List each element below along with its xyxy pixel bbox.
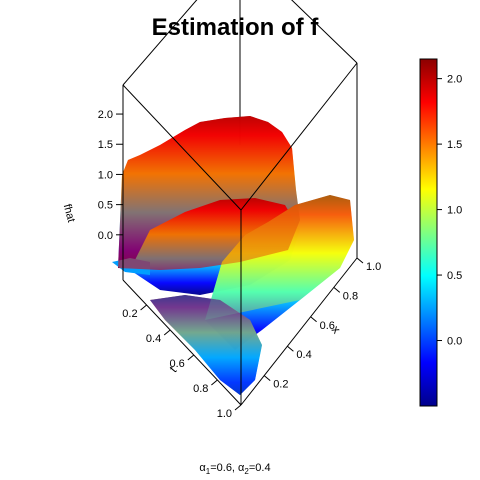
alpha1-value: =0.6,: [210, 462, 239, 474]
t-tick: [187, 354, 195, 361]
box-edge: [122, 279, 242, 406]
x-tick: [333, 287, 341, 293]
box-edge: [122, 84, 242, 211]
box-edge: [240, 257, 358, 406]
t-tick-label: 0.6: [170, 358, 185, 370]
t-tick-label: 1.0: [217, 408, 232, 420]
x-tick: [287, 345, 294, 352]
z-tick-label: 2.0: [98, 109, 113, 121]
x-tick: [310, 316, 317, 323]
alpha2-value: =0.4: [248, 462, 271, 474]
x-tick-label: 0.2: [273, 379, 288, 391]
t-tick-label: 0.8: [193, 383, 208, 395]
t-tick: [234, 404, 242, 411]
x-tick-label: 1.0: [366, 261, 381, 273]
z-tick-label: 0.5: [98, 200, 113, 212]
t-tick: [163, 329, 171, 336]
box-edge: [240, 62, 358, 211]
t-tick: [211, 379, 218, 386]
x-tick: [263, 375, 271, 381]
colorbar-tick-label: 2.0: [447, 74, 462, 86]
z-tick-label: 0.0: [98, 230, 113, 242]
x-tick-label: 0.4: [296, 349, 311, 361]
colorbar-tick-label: 1.5: [447, 139, 462, 151]
t-tick: [140, 304, 147, 311]
alpha2-subscript: 2: [244, 467, 249, 477]
alpha-caption: α1=0.6, α2=0.4: [0, 462, 470, 476]
t-tick-label: 0.2: [122, 308, 137, 320]
x-tick-label: 0.8: [343, 290, 358, 302]
alpha1-subscript: 1: [205, 467, 211, 477]
surface-region: [205, 195, 354, 350]
colorbar: [419, 58, 438, 407]
z-tick-label: 1.0: [98, 169, 113, 181]
x-tick: [356, 257, 364, 264]
surface-region: [205, 195, 354, 320]
z-axis-label: fhat: [61, 203, 77, 224]
box-edge: [122, 0, 198, 86]
colorbar-tick-label: 0.5: [447, 270, 462, 282]
surface-region: [118, 116, 300, 270]
t-tick-label: 0.4: [146, 333, 161, 345]
alpha2-symbol: α: [238, 462, 245, 474]
surface-region: [150, 295, 262, 395]
colorbar-tick-label: 0.0: [447, 336, 462, 348]
z-tick-label: 1.5: [98, 139, 113, 151]
box-edge: [291, 0, 358, 64]
x-tick-label: 0.6: [320, 320, 335, 332]
colorbar-tick-label: 1.0: [447, 205, 462, 217]
chart-title: Estimation of f: [151, 14, 319, 41]
alpha1-symbol: α: [199, 462, 206, 474]
